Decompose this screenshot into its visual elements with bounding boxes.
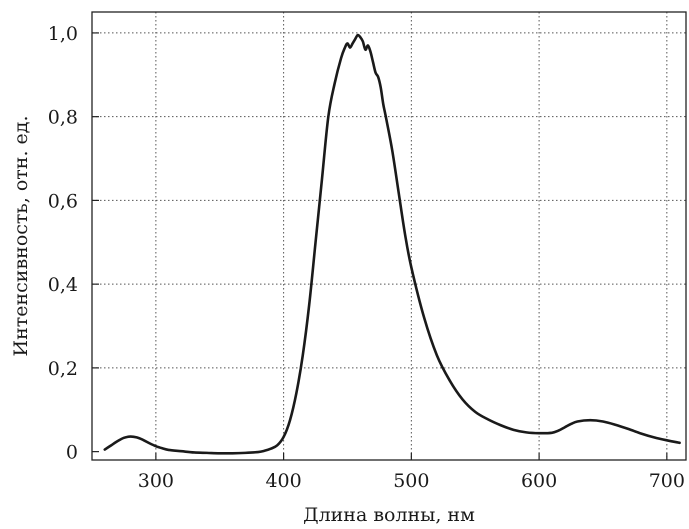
y-tick-label: 1,0 [48,23,78,45]
y-tick-label: 0,8 [48,107,78,129]
x-axis-label: Длина волны, нм [303,504,475,526]
y-tick-label: 0,4 [48,274,78,296]
x-tick-label: 500 [393,470,429,492]
y-tick-labels: 0 0,2 0,4 0,6 0,8 1,0 [48,23,78,464]
x-tick-label: 400 [265,470,301,492]
series-group [103,33,681,455]
intensity-curve [103,33,681,455]
y-tick-label: 0 [66,442,78,464]
tick-marks [92,32,668,460]
grid [92,12,686,460]
plot-frame [91,11,687,461]
y-tick-label: 0,2 [48,358,78,380]
x-tick-label: 300 [138,470,174,492]
y-axis-label: Интенсивность, отн. ед. [10,115,32,356]
y-tick-label: 0,6 [48,190,78,212]
x-tick-labels: 300 400 500 600 700 [138,470,685,492]
x-tick-label: 700 [649,470,685,492]
x-tick-label: 600 [521,470,557,492]
